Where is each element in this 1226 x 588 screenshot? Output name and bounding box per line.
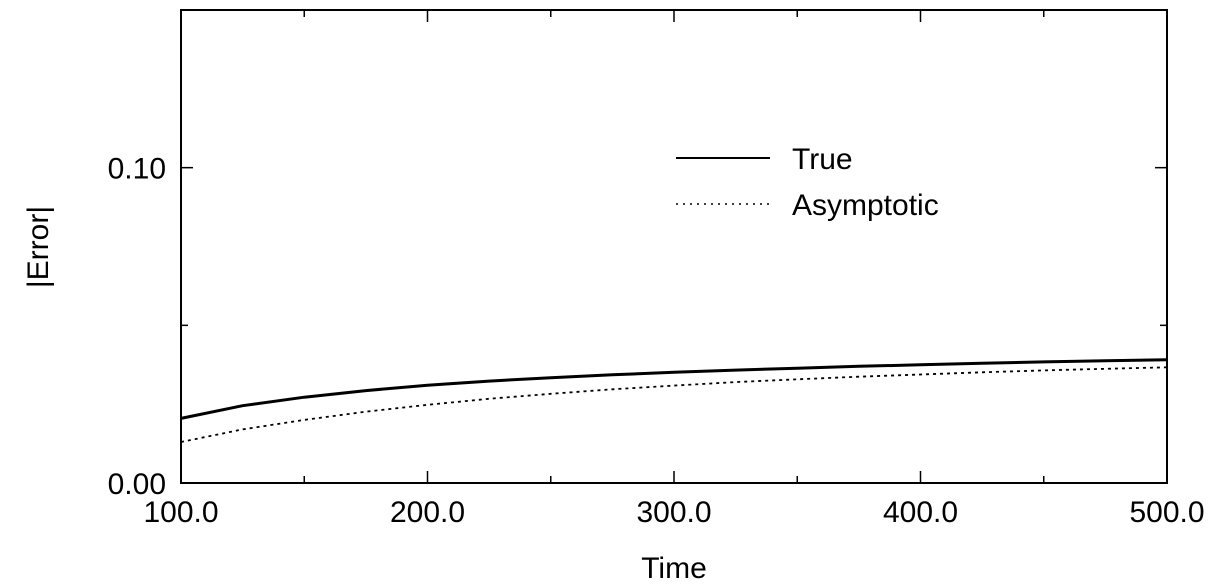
x-tick-label: 200.0 [390, 496, 465, 529]
legend-label-asymptotic: Asymptotic [792, 189, 939, 222]
plot-frame [180, 9, 1168, 484]
legend: True Asymptotic [676, 143, 939, 222]
legend-label-true: True [792, 143, 853, 176]
x-tick-label: 100.0 [143, 496, 218, 529]
x-axis-title: Time [641, 552, 707, 585]
series-line-asymptotic [180, 366, 1168, 443]
series-layer [180, 358, 1168, 443]
y-tick-label: 0.00 [108, 468, 166, 501]
x-tick-label: 500.0 [1129, 496, 1204, 529]
x-axis-ticks: 100.0 200.0 300.0 400.0 500.0 [143, 10, 1205, 529]
x-tick-label: 400.0 [883, 496, 958, 529]
x-tick-label: 300.0 [636, 496, 711, 529]
y-axis-ticks: 0.00 0.10 [108, 9, 1167, 501]
y-axis-title: |Error| [22, 206, 55, 288]
y-tick-label: 0.10 [108, 153, 166, 186]
series-line-true [180, 358, 1168, 420]
